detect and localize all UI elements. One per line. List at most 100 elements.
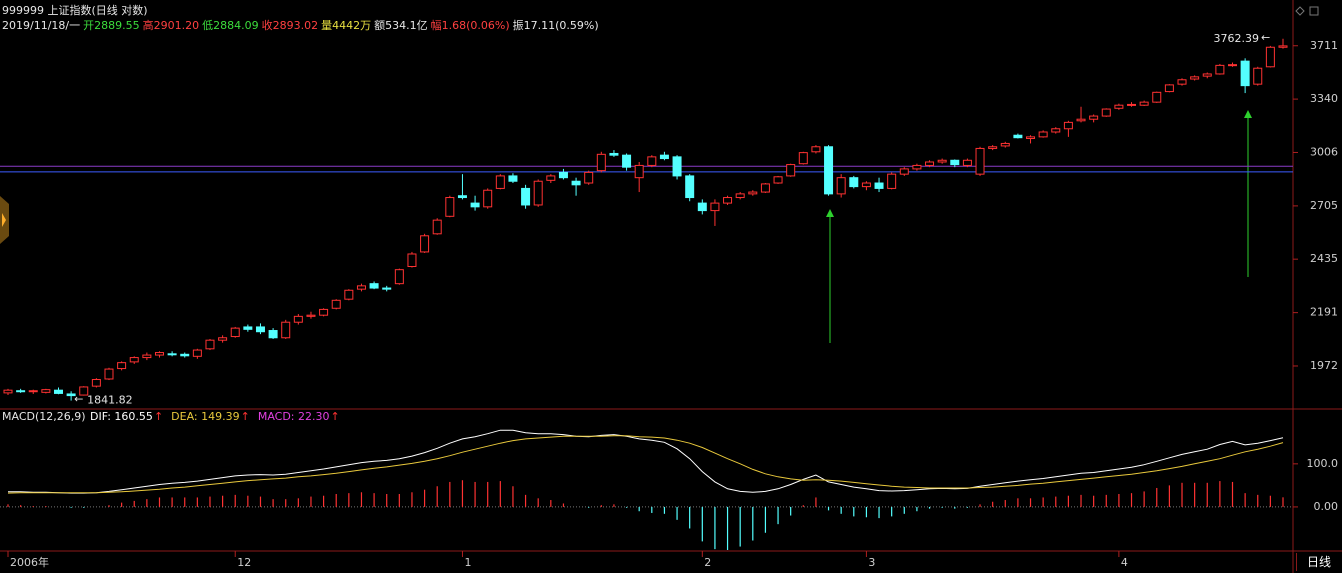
x-tick-label: 2006年 <box>10 555 49 569</box>
window-controls[interactable] <box>1295 6 1319 16</box>
legend-dea: DEA: 149.39 <box>171 410 240 423</box>
candle-body <box>205 339 215 350</box>
max-label: 3762.39 <box>1214 32 1260 45</box>
security-title: 999999 上证指数(日线 对数) <box>2 4 148 17</box>
max-arrow: ← <box>1261 31 1270 44</box>
min-label: 1841.82 <box>87 394 132 407</box>
candle-body <box>218 337 228 341</box>
y-tick-label: 0.00 <box>1314 500 1339 513</box>
legend-arrow: ↑ <box>240 410 250 423</box>
min-arrow: ← <box>74 393 83 406</box>
candle-body <box>66 393 76 397</box>
candle-body <box>167 353 177 356</box>
candle-body <box>659 154 669 160</box>
candle-body <box>91 379 101 387</box>
candle-body <box>129 357 139 363</box>
candle-body <box>988 146 998 149</box>
x-tick-label: 4 <box>1121 556 1128 569</box>
x-tick-label: 1 <box>464 556 471 569</box>
candle-body <box>685 175 695 199</box>
candle-body <box>824 146 834 195</box>
candle-body <box>975 147 985 175</box>
candle-body <box>508 175 518 182</box>
candle-body <box>268 330 278 339</box>
candle-body <box>874 182 884 189</box>
candle-body <box>1000 142 1010 147</box>
candle-body <box>369 283 379 289</box>
x-tick-label: 12 <box>237 556 251 569</box>
y-tick-label: 3006 <box>1310 145 1338 158</box>
candle-body <box>798 152 808 165</box>
candle-body <box>748 191 758 195</box>
candle-body <box>1139 101 1149 106</box>
macd-line <box>7 435 1284 494</box>
candle-body <box>344 289 354 300</box>
candle-body <box>154 352 164 356</box>
candle-body <box>836 177 846 195</box>
candle-body <box>609 152 619 156</box>
candle-body <box>1240 60 1250 87</box>
volume: 量4442万 <box>321 19 372 32</box>
candle-body <box>3 389 13 394</box>
candle-body <box>407 253 417 267</box>
candle-body <box>243 326 253 330</box>
candle-body <box>596 153 606 172</box>
legend-arrow: ↑ <box>330 410 340 423</box>
candle-body <box>672 156 682 177</box>
candle-body <box>255 326 265 333</box>
candle-body <box>420 235 430 253</box>
candle-body <box>16 390 26 393</box>
candle-body <box>192 349 202 357</box>
candle-body <box>1114 104 1124 109</box>
x-tick-label: 3 <box>868 556 875 569</box>
legend-arrow: ↑ <box>153 410 164 423</box>
candle-body <box>1013 134 1023 139</box>
candle-body <box>1253 67 1263 85</box>
candle-body <box>558 171 568 179</box>
close: 收2893.02 <box>261 19 319 32</box>
candle-body <box>1063 121 1073 130</box>
legend-dif: DIF: 160.55 <box>90 410 153 423</box>
candle-body <box>1278 45 1288 48</box>
open: 开2889.55 <box>83 19 140 32</box>
candle-body <box>811 146 821 153</box>
y-tick-label: 2435 <box>1310 252 1338 265</box>
high: 高2901.20 <box>142 19 200 32</box>
annotation-arrow <box>1244 110 1252 277</box>
period-button[interactable]: 日线 <box>1296 553 1341 571</box>
candle-body <box>394 269 404 285</box>
candle-body <box>281 321 291 339</box>
legend-macd: MACD: 22.30 <box>257 410 330 423</box>
candle-body <box>28 390 38 393</box>
candle-body <box>1215 64 1225 75</box>
low: 低2884.09 <box>202 19 259 32</box>
candle-body <box>1228 64 1238 67</box>
candle-body <box>1265 46 1275 68</box>
candle-body <box>41 389 51 393</box>
macd-legend: MACD(12,26,9) DIF: 160.55↑ DEA: 149.39↑ MA… <box>2 410 348 423</box>
candle-body <box>142 354 152 359</box>
candle-body <box>950 159 960 166</box>
candle-body <box>710 202 720 212</box>
candle-body <box>79 386 89 396</box>
candle-body <box>319 308 329 316</box>
candle-body <box>622 154 632 168</box>
candle-body <box>104 368 114 380</box>
candle-body <box>230 327 240 338</box>
candle-body <box>495 175 505 189</box>
candle-body <box>1202 73 1212 77</box>
candle-body <box>571 180 581 186</box>
candle-body <box>382 287 392 290</box>
candle-body <box>1152 91 1162 103</box>
candle-body <box>293 315 303 323</box>
candle-body <box>1089 115 1099 120</box>
candle-body <box>483 189 493 208</box>
y-tick-label: 2191 <box>1310 306 1338 319</box>
candle-body <box>521 187 531 206</box>
candle-body <box>786 164 796 177</box>
candle-body <box>445 197 455 217</box>
candle-body <box>117 362 127 370</box>
y-tick-label: 3711 <box>1310 39 1338 52</box>
candle-body <box>925 161 935 166</box>
